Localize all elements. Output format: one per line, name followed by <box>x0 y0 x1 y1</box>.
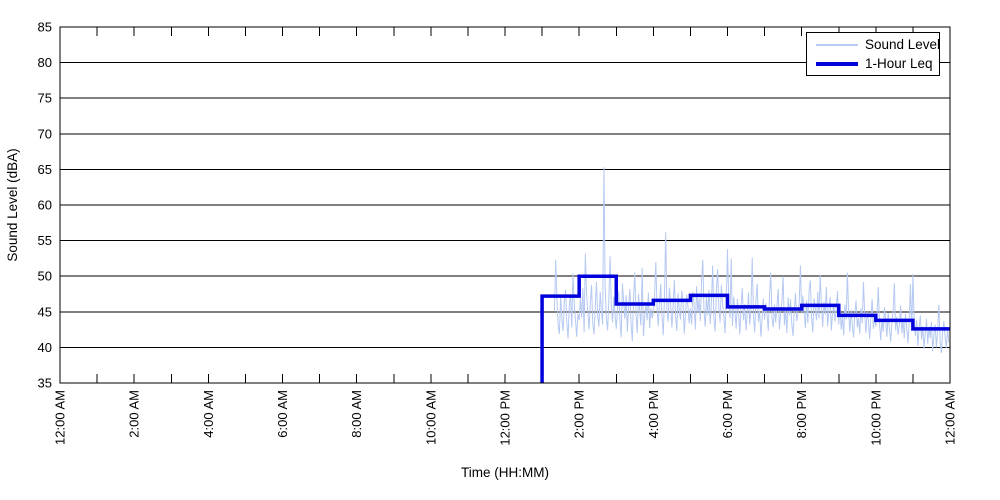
y-tick-label: 50 <box>38 269 52 284</box>
x-tick-label: 6:00 PM <box>720 390 735 438</box>
x-tick-label: 12:00 PM <box>498 390 513 446</box>
y-tick-label: 45 <box>38 304 52 319</box>
x-tick-label: 8:00 PM <box>794 390 809 438</box>
x-tick-label: 10:00 AM <box>423 390 438 445</box>
y-tick-label: 75 <box>38 91 52 106</box>
x-axis-title: Time (HH:MM) <box>461 465 549 480</box>
leq-line-sample <box>816 61 858 66</box>
x-tick-label: 6:00 AM <box>275 390 290 438</box>
y-axis-title: Sound Level (dBA) <box>5 148 20 261</box>
x-tick-label: 8:00 AM <box>349 390 364 438</box>
legend-label-1-hour-leq: 1-Hour Leq <box>865 56 933 71</box>
legend-label-sound-level: Sound Level <box>865 37 941 52</box>
x-tick-label: 4:00 AM <box>201 390 216 438</box>
plot-border <box>59 26 951 384</box>
y-tick-label: 70 <box>38 126 52 141</box>
x-tick-label: 10:00 PM <box>868 390 883 446</box>
x-tick-label: 4:00 PM <box>646 390 661 438</box>
y-tick-label: 55 <box>38 233 52 248</box>
y-tick-label: 40 <box>38 340 52 355</box>
y-tick-label: 85 <box>38 20 52 35</box>
y-tick-label: 35 <box>38 376 52 391</box>
x-tick-label: 2:00 AM <box>127 390 142 438</box>
y-tick-label: 65 <box>38 162 52 177</box>
legend-item-1-hour-leq[interactable]: 1-Hour Leq <box>807 56 939 71</box>
x-tick-label: 2:00 PM <box>572 390 587 438</box>
one-hour-leq-series <box>540 274 950 383</box>
x-tick-label: 12:00 AM <box>943 390 958 445</box>
legend-item-sound-level[interactable]: Sound Level <box>807 37 941 52</box>
sound-level-series <box>553 167 950 354</box>
sound-level-line-sample <box>816 43 858 46</box>
y-tick-label: 80 <box>38 55 52 70</box>
chart-legend[interactable]: Sound Level 1-Hour Leq <box>806 32 940 76</box>
y-tick-label: 60 <box>38 198 52 213</box>
x-tick-label: 12:00 AM <box>53 390 68 445</box>
